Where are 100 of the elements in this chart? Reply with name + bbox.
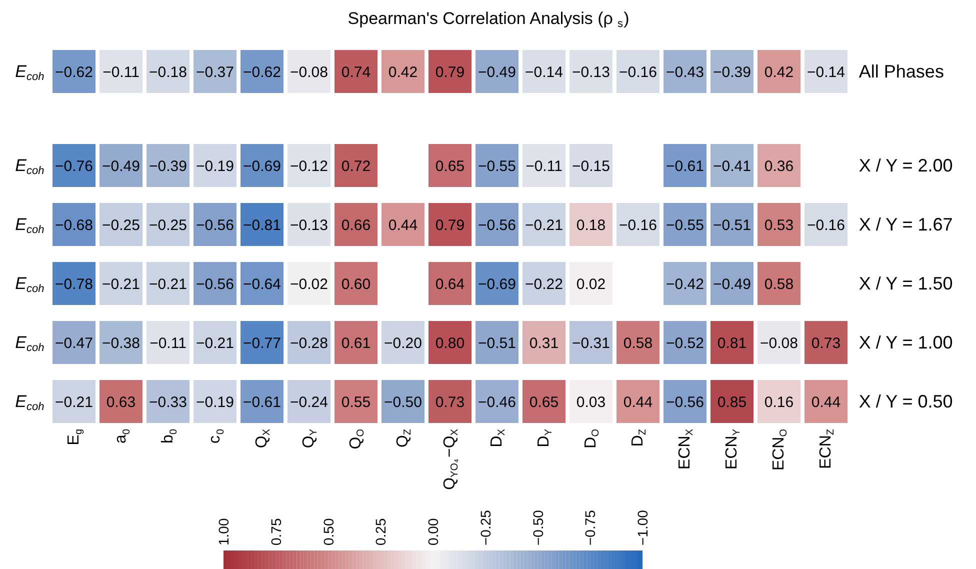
data-label: −0.62	[243, 64, 281, 81]
color-bar-label: 0.50	[320, 518, 336, 546]
x-tick-label: DY	[536, 428, 555, 448]
data-label: −0.25	[102, 217, 140, 234]
color-bar-label: 0.75	[268, 518, 284, 546]
data-label: 0.55	[341, 394, 371, 411]
x-tick-label: ECNZ	[818, 429, 837, 469]
y2-tick-label: X / Y = 1.50	[858, 274, 953, 294]
data-label: −0.21	[102, 276, 140, 293]
x-tick-label: ECNY	[724, 428, 743, 470]
data-label: 0.16	[764, 394, 794, 411]
x-tick-label: QO	[348, 428, 367, 450]
data-label: −0.43	[666, 64, 704, 81]
data-label: 0.81	[717, 335, 747, 352]
data-label: −0.55	[478, 158, 516, 175]
data-label: −0.19	[196, 394, 234, 411]
x-tick-label: c0	[206, 428, 227, 444]
data-label: 0.36	[764, 158, 794, 175]
data-label: −0.08	[760, 335, 798, 352]
y2-tick-label: All Phases	[858, 62, 944, 82]
data-label: −0.56	[196, 217, 234, 234]
data-label: −0.81	[243, 217, 281, 234]
y2-tick-label: X / Y = 1.67	[858, 214, 953, 234]
data-label: −0.19	[196, 158, 234, 175]
data-label: −0.22	[525, 276, 563, 293]
data-label: −0.49	[713, 276, 751, 293]
data-label: −0.69	[243, 158, 281, 175]
data-label: 0.44	[811, 394, 841, 411]
x-tick-label: QYO₄−QX	[442, 428, 461, 490]
data-label: 0.79	[435, 64, 465, 81]
data-label: −0.42	[666, 276, 704, 293]
data-label: −0.50	[384, 394, 422, 411]
x-tick-label: b0	[160, 428, 180, 444]
x-tick-label: QX	[254, 428, 273, 448]
data-label: 0.73	[435, 394, 465, 411]
data-label: −0.25	[149, 217, 187, 234]
data-label: −0.13	[290, 217, 328, 234]
data-label: −0.14	[807, 64, 845, 81]
data-label: 0.61	[341, 335, 371, 352]
data-label: −0.41	[713, 158, 751, 175]
data-label: −0.21	[525, 217, 563, 234]
color-bar-label: −0.50	[530, 510, 546, 546]
data-label: −0.51	[478, 335, 516, 352]
color-bar-label: −1.00	[634, 510, 650, 546]
data-label: −0.62	[55, 64, 93, 81]
data-label: −0.49	[478, 64, 516, 81]
data-label: −0.28	[290, 335, 328, 352]
data-label: −0.14	[525, 64, 563, 81]
data-label: 0.18	[576, 217, 606, 234]
data-label: 0.79	[435, 217, 465, 234]
data-label: −0.39	[149, 158, 187, 175]
data-label: −0.76	[55, 158, 93, 175]
data-label: −0.33	[149, 394, 187, 411]
data-label: 0.73	[811, 335, 841, 352]
data-label: −0.16	[619, 64, 657, 81]
data-label: 0.58	[623, 335, 653, 352]
x-tick-label: DO	[582, 428, 602, 448]
data-label: −0.21	[55, 394, 93, 411]
data-label: −0.16	[619, 217, 657, 234]
data-label: −0.61	[666, 158, 704, 175]
data-label: −0.21	[149, 276, 187, 293]
data-label: −0.68	[55, 217, 93, 234]
data-label: 0.44	[388, 217, 418, 234]
color-bar-label: −0.25	[477, 510, 494, 546]
x-tick-label: QZ	[394, 429, 414, 448]
data-label: 0.63	[106, 394, 136, 411]
data-label: −0.13	[572, 64, 610, 81]
data-label: 0.03	[576, 394, 606, 411]
x-tick-label: ECNO	[770, 428, 790, 471]
x-tick-label: Eg	[66, 428, 85, 446]
color-bar-label: 1.00	[216, 518, 232, 546]
data-label: −0.31	[572, 335, 610, 352]
y2-tick-label: X / Y = 2.00	[858, 156, 953, 176]
data-label: −0.38	[102, 335, 140, 352]
x-tick-label: DZ	[630, 429, 649, 447]
data-label: −0.56	[478, 217, 516, 234]
data-label: 0.85	[717, 394, 747, 411]
data-label: −0.56	[666, 394, 704, 411]
x-tick-label: DX	[488, 428, 508, 448]
data-label: 0.66	[341, 217, 371, 234]
data-label: −0.11	[150, 335, 186, 352]
data-label: −0.52	[666, 335, 704, 352]
data-label: −0.02	[290, 276, 328, 293]
data-label: −0.55	[666, 217, 704, 234]
data-label: 0.65	[435, 158, 465, 175]
color-bar-label: 0.25	[372, 518, 389, 546]
data-label: −0.56	[196, 276, 234, 293]
data-label: −0.46	[478, 394, 516, 411]
data-label: −0.51	[713, 217, 751, 234]
data-label: −0.20	[384, 335, 422, 352]
x-tick-label: QY	[300, 428, 320, 448]
data-label: 0.53	[764, 217, 794, 234]
data-label: 0.74	[341, 64, 371, 81]
y2-tick-label: X / Y = 1.00	[858, 332, 953, 352]
data-label: −0.08	[290, 64, 328, 81]
data-label: −0.11	[102, 64, 140, 81]
data-label: 0.64	[435, 276, 465, 293]
x-tick-label: ECNX	[676, 428, 696, 470]
data-label: −0.37	[196, 64, 234, 81]
data-label: 0.44	[623, 394, 653, 411]
